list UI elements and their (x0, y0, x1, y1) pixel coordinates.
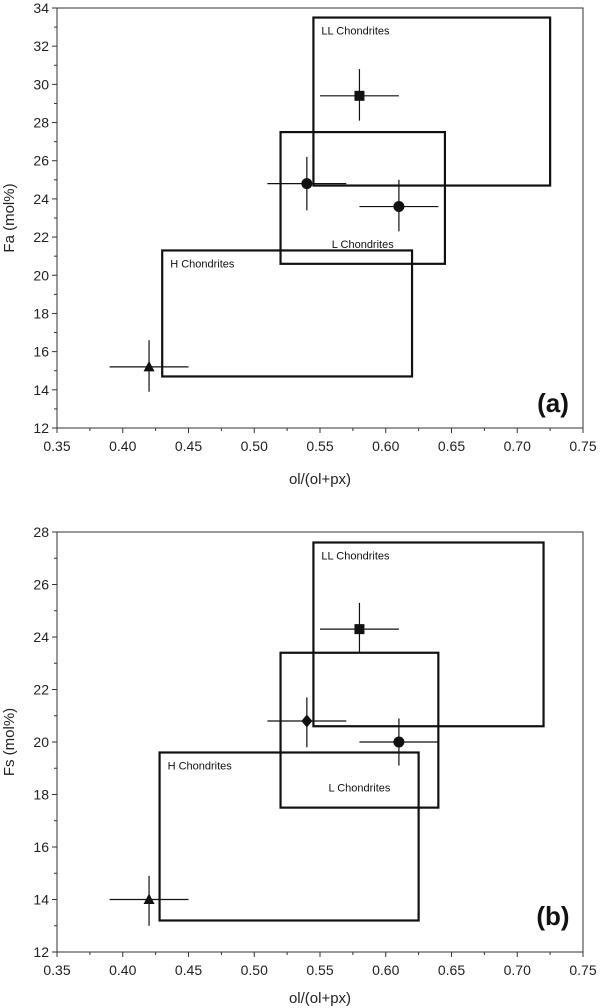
x-axis-title: ol/(ol+px) (289, 471, 351, 488)
y-tick-label: 12 (33, 420, 49, 436)
region-label-l: L Chondrites (328, 783, 390, 795)
region-label-l: L Chondrites (332, 239, 394, 251)
y-axis-title: Fs (mol%) (1, 708, 18, 776)
y-tick-label: 18 (33, 787, 49, 803)
x-tick-label: 0.55 (306, 962, 333, 978)
y-tick-label: 14 (33, 892, 49, 908)
data-point-triangle (143, 893, 155, 904)
x-tick-label: 0.45 (175, 962, 202, 978)
x-axis-title: ol/(ol+px) (289, 990, 351, 1007)
y-tick-label: 26 (33, 577, 49, 593)
region-box-h (161, 249, 414, 378)
region-box-h (158, 751, 420, 922)
region-box-l (279, 130, 447, 265)
y-tick-label: 26 (33, 153, 49, 169)
data-point-square (354, 90, 365, 101)
region-box-ll (312, 16, 552, 187)
panel-label: (a) (537, 388, 569, 418)
region-label-ll: LL Chondrites (321, 551, 390, 563)
y-tick-label: 28 (33, 524, 49, 540)
x-tick-label: 0.70 (504, 438, 531, 454)
data-point-circle (301, 178, 313, 190)
x-tick-label: 0.55 (306, 438, 333, 454)
x-tick-label: 0.35 (43, 438, 70, 454)
y-tick-label: 30 (33, 76, 49, 92)
x-tick-label: 0.75 (569, 962, 596, 978)
x-tick-label: 0.35 (43, 962, 70, 978)
data-point-circle (393, 201, 405, 213)
y-tick-label: 16 (33, 344, 49, 360)
chart-panel-1: 0.35 0.40 0.45 0.50 0.55 0.60 0.65 0.70 0.75 12 14… (1, 0, 597, 488)
data-point-diamond (301, 714, 313, 728)
plot-frame (56, 531, 584, 953)
x-tick-label: 0.50 (241, 962, 268, 978)
region-box-ll (312, 541, 545, 728)
data-point-circle (393, 736, 405, 748)
y-tick-label: 24 (33, 629, 49, 645)
region-label-h: H Chondrites (168, 761, 233, 773)
y-tick-label: 18 (33, 305, 49, 321)
chart-panel-2: 0.35 0.40 0.45 0.50 0.55 0.60 0.65 0.70 0.75 12 14… (1, 524, 597, 1007)
x-tick-label: 0.60 (372, 438, 399, 454)
x-tick-label: 0.45 (175, 438, 202, 454)
x-tick-label: 0.70 (504, 962, 531, 978)
y-tick-label: 28 (33, 115, 49, 131)
x-tick-label: 0.65 (438, 438, 465, 454)
data-point-triangle (143, 360, 155, 372)
region-label-h: H Chondrites (170, 258, 235, 270)
x-tick-label: 0.50 (241, 438, 268, 454)
y-tick-label: 20 (33, 267, 49, 283)
y-tick-label: 24 (33, 191, 49, 207)
panel-label: (b) (536, 901, 569, 931)
y-tick-label: 32 (33, 38, 49, 54)
data-point-square (354, 624, 365, 635)
y-tick-label: 34 (33, 0, 49, 16)
x-tick-label: 0.75 (569, 438, 596, 454)
x-tick-label: 0.40 (109, 962, 136, 978)
y-tick-label: 16 (33, 839, 49, 855)
y-tick-label: 12 (33, 944, 49, 960)
x-tick-label: 0.65 (438, 962, 465, 978)
y-tick-label: 22 (33, 682, 49, 698)
x-tick-label: 0.40 (109, 438, 136, 454)
y-tick-label: 20 (33, 734, 49, 750)
x-tick-label: 0.60 (372, 962, 399, 978)
y-tick-label: 14 (33, 382, 49, 398)
y-axis-title: Fa (mol%) (1, 183, 18, 252)
y-tick-label: 22 (33, 229, 49, 245)
region-label-ll: LL Chondrites (321, 26, 390, 38)
plot-frame (56, 7, 584, 429)
